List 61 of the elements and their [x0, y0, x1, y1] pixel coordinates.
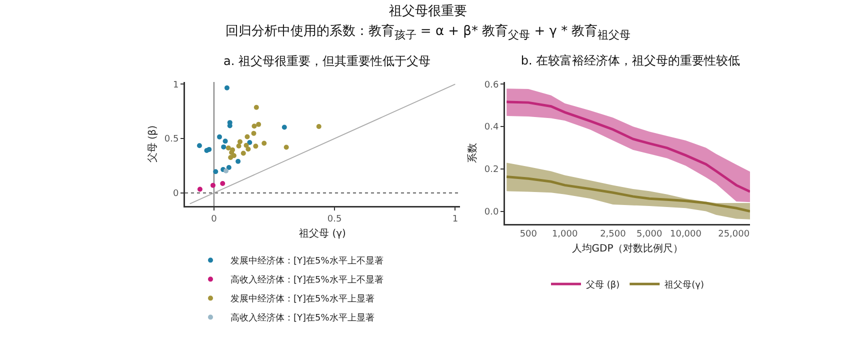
- x-tick-label: 0.5: [327, 214, 342, 224]
- point: [229, 150, 234, 155]
- legend-label: 高收入经济体：[Y]在5%水平上显著: [230, 312, 374, 324]
- y-tick-label: 0.2: [484, 165, 499, 176]
- chart-title: a. 祖父母很重要，但其重要性低于父母: [224, 54, 430, 68]
- point: [316, 124, 322, 129]
- legend-label: 发展中经济体：[Y]在5%水平上不显著: [230, 256, 384, 267]
- y-tick-label: 0.6: [484, 80, 499, 90]
- point: [282, 124, 287, 130]
- point: [236, 158, 241, 164]
- legend-label: 祖父母(γ): [664, 279, 704, 290]
- point: [197, 186, 202, 192]
- x-axis-title: 祖父母 (γ): [299, 228, 346, 240]
- legend-label: 父母 (β): [586, 279, 620, 290]
- point: [220, 180, 226, 186]
- chart-title: b. 在较富裕经济体，祖父母的重要性较低: [520, 53, 740, 68]
- text: 回归分析中使用的系数：教育$_{孩子}$ = α + β* 教育$_{父母}$ + γ * 教育$_{祖父母}$: [224, 22, 632, 44]
- x-tick-label: 5,000: [636, 229, 662, 240]
- point: [236, 143, 242, 148]
- point: [256, 122, 262, 127]
- point: [251, 130, 256, 136]
- y-tick-label: 1: [172, 80, 179, 90]
- text: 祖父母很重要: [388, 3, 468, 21]
- point: [196, 143, 202, 148]
- point: [226, 164, 232, 170]
- point: [252, 124, 257, 129]
- point: [284, 144, 289, 150]
- point: [221, 144, 226, 150]
- point: [247, 140, 252, 145]
- y-axis-title: 父母 (β): [146, 125, 159, 163]
- point: [244, 134, 250, 140]
- legend-label: 发展中经济体：[Y]在5%水平上显著: [230, 294, 374, 305]
- y-tick-label: 0.4: [484, 122, 499, 133]
- point: [217, 134, 222, 140]
- legend-label: 高收入经济体：[Y]在5%水平上不显著: [230, 274, 384, 286]
- y-tick-label: 0.0: [484, 207, 499, 218]
- x-tick-label: 0: [211, 214, 218, 224]
- y-tick-label: 0: [172, 189, 179, 200]
- y-axis-title: 系数: [466, 143, 479, 163]
- y-tick-label: 0.5: [164, 134, 179, 145]
- point: [238, 139, 242, 144]
- point: [240, 150, 246, 156]
- point: [244, 142, 249, 148]
- point: [206, 146, 212, 152]
- x-tick-label: 1,000: [552, 229, 578, 240]
- point: [228, 154, 234, 160]
- x-tick-label: 10,000: [670, 229, 702, 240]
- point: [210, 182, 216, 188]
- point: [224, 85, 230, 90]
- point: [226, 146, 231, 151]
- point: [222, 138, 228, 144]
- x-axis-title: 人均GDP（对数比例尺）: [572, 242, 684, 255]
- point: [262, 140, 267, 146]
- point: [213, 169, 218, 174]
- x-tick-label: 1: [452, 214, 458, 224]
- x-tick-label: 500: [520, 229, 538, 240]
- x-tick-label: 25,000: [718, 229, 750, 240]
- point: [254, 104, 259, 110]
- point: [224, 168, 229, 174]
- x-tick-label: 2,500: [600, 229, 626, 240]
- point: [253, 144, 258, 149]
